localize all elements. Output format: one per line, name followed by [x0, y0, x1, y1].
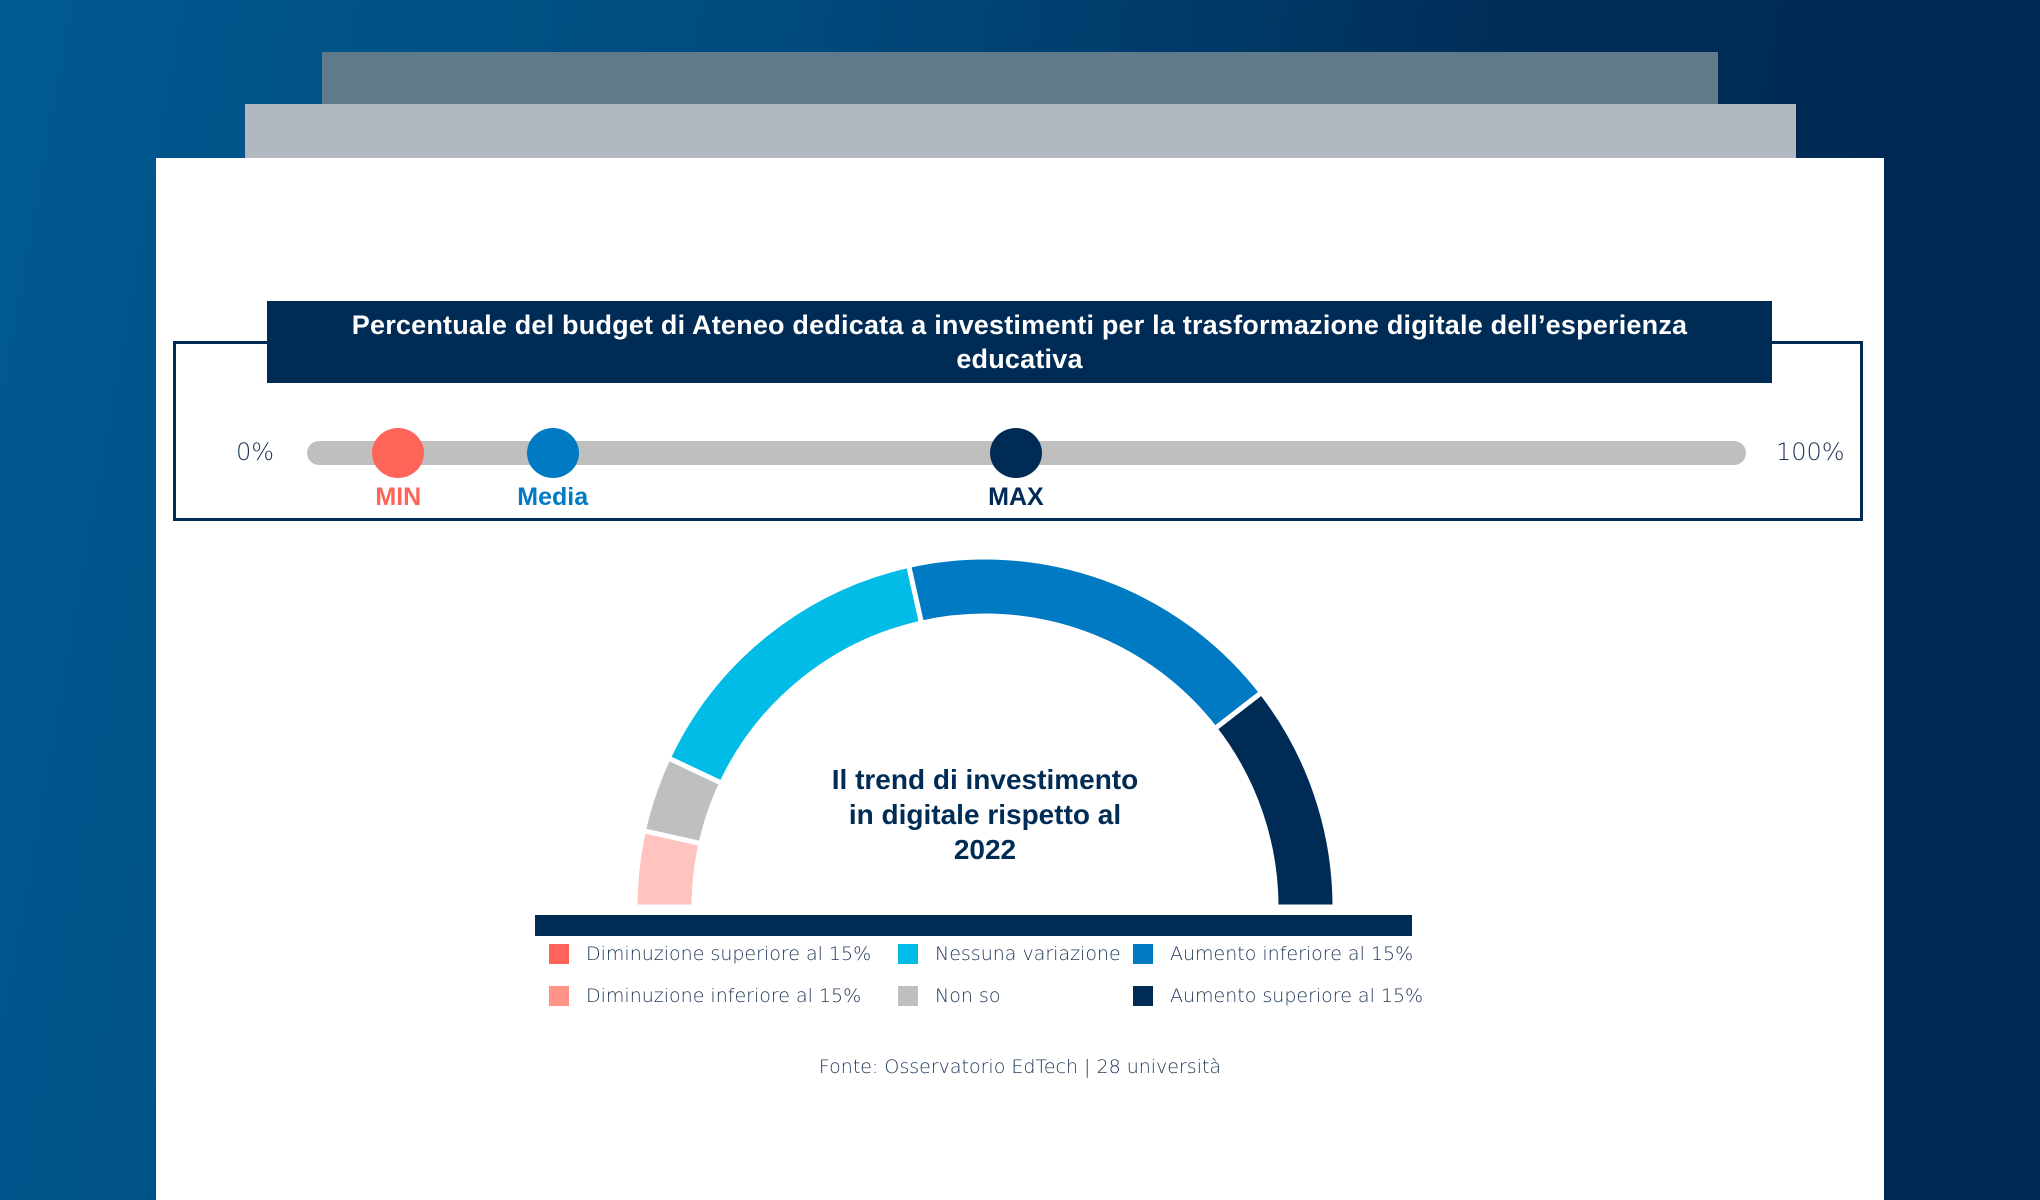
max-marker — [989, 428, 1042, 478]
range-chart-title-text: Percentuale del budget di Ateneo dedicat… — [351, 310, 1688, 374]
infographic-card: Percentuale del budget di Ateneo dedicat… — [156, 158, 1884, 1200]
legend-label: Nessuna variazione — [935, 943, 1121, 965]
legend-swatch-icon — [549, 944, 569, 964]
legend-item-aumento-inferiore: Aumento inferiore al 15% — [1133, 943, 1413, 965]
legend-swatch-icon — [898, 944, 918, 964]
legend-swatch-icon — [549, 986, 569, 1006]
background-panel-middle — [245, 104, 1796, 164]
donut-segment — [664, 562, 925, 787]
half-donut-chart — [632, 554, 1338, 910]
legend-item-nessuna-variazione: Nessuna variazione — [898, 943, 1121, 965]
legend-item-non-so: Non so — [898, 985, 1000, 1007]
background-panel-back — [322, 52, 1718, 112]
donut-segment — [905, 554, 1266, 733]
legend-label: Diminuzione superiore al 15% — [586, 943, 872, 965]
donut-center-line-1: Il trend di investimento — [831, 764, 1139, 795]
legend-label: Non so — [935, 985, 1001, 1007]
legend-label: Aumento superiore al 15% — [1170, 985, 1424, 1007]
source-note: Fonte: Osservatorio EdTech | 28 universi… — [818, 1056, 1222, 1078]
legend-bar — [535, 915, 1412, 936]
axis-min-label: 0% — [236, 438, 275, 466]
min-marker-label: MIN — [375, 483, 422, 511]
legend-item-diminuzione-inferiore: Diminuzione inferiore al 15% — [549, 985, 861, 1007]
donut-center-line-2: in digitale rispetto al — [848, 799, 1122, 830]
max-marker-label: MAX — [988, 483, 1044, 511]
average-marker — [526, 428, 579, 478]
legend-swatch-icon — [898, 986, 918, 1006]
legend-label: Diminuzione inferiore al 15% — [586, 985, 862, 1007]
average-marker-label: Media — [517, 483, 589, 511]
legend-swatch-icon — [1133, 944, 1153, 964]
legend-item-aumento-superiore: Aumento superiore al 15% — [1133, 985, 1423, 1007]
legend-swatch-icon — [1133, 986, 1153, 1006]
axis-max-label: 100% — [1776, 438, 1845, 466]
donut-center-line-3: 2022 — [953, 834, 1017, 865]
legend-item-diminuzione-superiore: Diminuzione superiore al 15% — [549, 943, 871, 965]
donut-center-title: Il trend di investimento in digitale ris… — [785, 762, 1185, 867]
min-marker — [372, 428, 425, 478]
range-chart-title: Percentuale del budget di Ateneo dedicat… — [267, 301, 1772, 383]
legend-label: Aumento inferiore al 15% — [1170, 943, 1414, 965]
donut-segment — [1211, 688, 1338, 910]
